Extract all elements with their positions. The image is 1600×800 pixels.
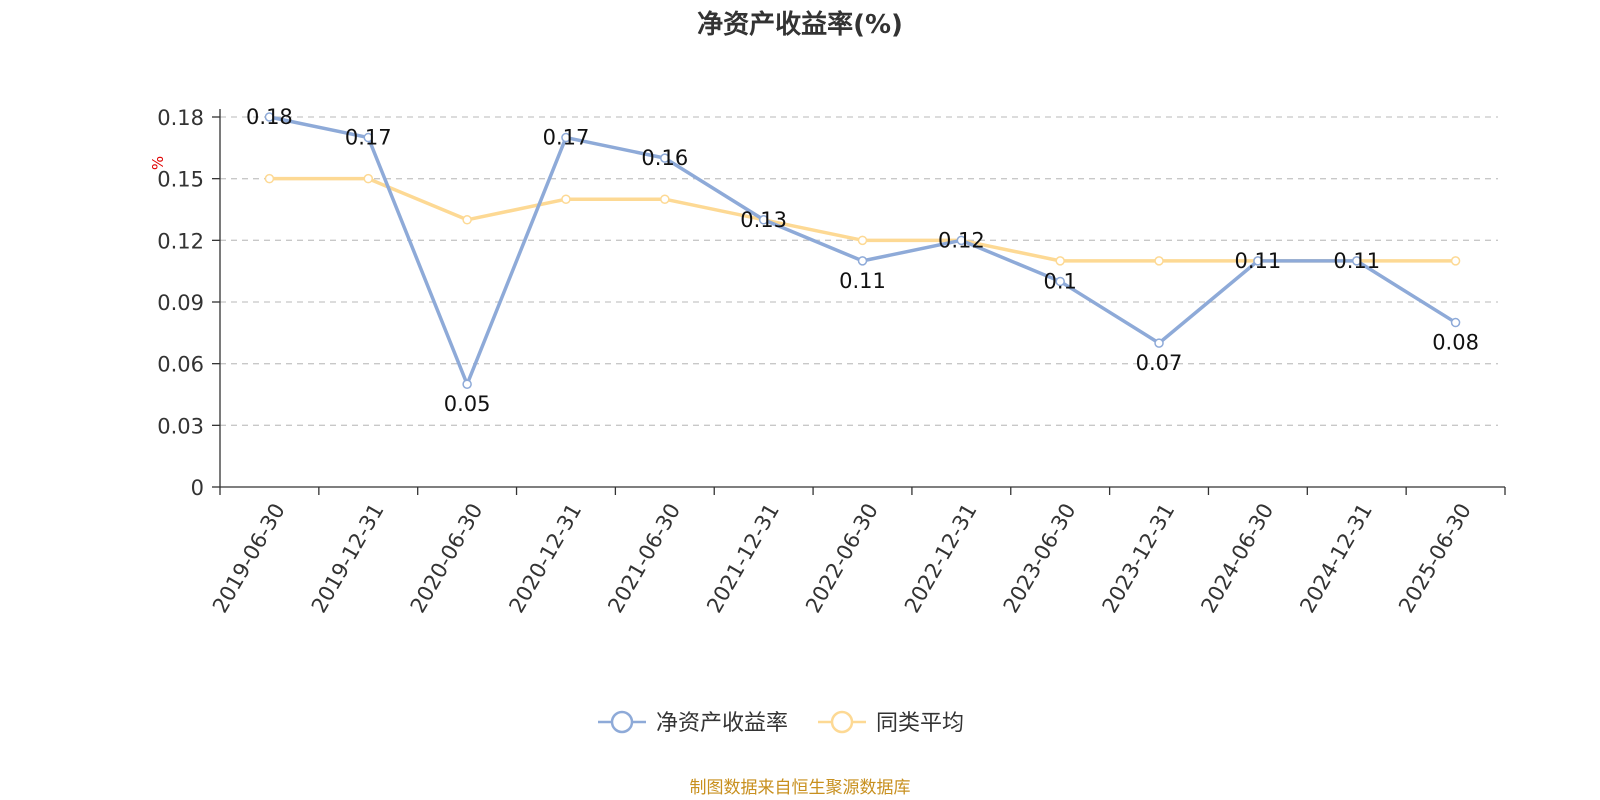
y-tick-label: 0.12 — [157, 229, 204, 253]
data-point — [462, 215, 472, 225]
data-label: 0.11 — [1235, 249, 1282, 273]
axes: 0 0.03 0.06 0.09 0.12 0.15 0.18 2019-06-30 2019-… — [157, 106, 1506, 617]
data-point — [956, 235, 967, 246]
x-tick-label: 2023-06-30 — [999, 499, 1081, 617]
legend-marker-icon — [830, 710, 854, 734]
y-tick-label: 0.06 — [157, 353, 204, 377]
x-tick-label: 2023-12-31 — [1098, 499, 1180, 617]
x-tick-label: 2022-06-30 — [801, 499, 883, 617]
data-label: 0.16 — [641, 146, 688, 170]
x-tick-label: 2025-06-30 — [1394, 499, 1476, 617]
legend-label: 同类平均 — [876, 711, 964, 736]
data-source-note: 制图数据来自恒生聚源数据库 — [690, 778, 911, 798]
data-label: 0.05 — [444, 392, 491, 416]
data-label: 0.13 — [740, 208, 787, 232]
data-point — [1253, 256, 1263, 266]
data-point — [264, 112, 275, 122]
data-label: 0.17 — [543, 126, 590, 150]
y-tick-label: 0 — [191, 476, 204, 500]
legend: 净资产收益率 同类平均 — [598, 710, 964, 736]
x-tick-label: 2021-12-31 — [702, 499, 784, 617]
x-tick-label: 2019-12-31 — [307, 499, 389, 617]
data-point — [1154, 338, 1164, 348]
data-label: 0.11 — [1333, 249, 1380, 273]
data-point — [1351, 256, 1362, 266]
data-point — [1450, 317, 1461, 328]
data-label: 0.1 — [1043, 269, 1076, 293]
data-point — [660, 153, 670, 163]
y-tick-label: 0.18 — [157, 106, 204, 130]
x-tick-label: 2024-06-30 — [1196, 499, 1278, 617]
chart-title: 净资产收益率(%) — [697, 9, 903, 40]
data-point — [363, 173, 374, 184]
legend-item-2[interactable]: 同类平均 — [818, 710, 964, 736]
y-tick-label: 0.09 — [157, 291, 204, 315]
data-label: 0.08 — [1432, 331, 1479, 355]
x-tick-label: 2020-06-30 — [406, 499, 488, 617]
x-tick-label: 2022-12-31 — [900, 499, 982, 617]
series-layer: 0.18 0.17 0.05 0.17 0.16 0.13 0.11 0.12 0.1 0.07 0… — [246, 105, 1479, 416]
x-tick-label: 2024-12-31 — [1295, 499, 1377, 617]
data-point — [857, 235, 868, 246]
legend-item-1[interactable]: 净资产收益率 — [598, 710, 788, 736]
data-label: 0.17 — [345, 126, 392, 150]
data-point — [1450, 256, 1461, 266]
data-point — [264, 173, 275, 184]
y-axis-unit: % — [149, 156, 167, 170]
data-point — [1055, 276, 1065, 287]
data-label: 0.11 — [839, 269, 886, 293]
data-point — [758, 215, 769, 225]
legend-label: 净资产收益率 — [656, 711, 788, 736]
y-tick-label: 0.15 — [157, 168, 204, 192]
data-point — [561, 194, 571, 204]
y-tick-label: 0.03 — [157, 414, 204, 438]
x-tick-label: 2021-06-30 — [603, 499, 685, 617]
data-point — [462, 379, 472, 389]
data-label: 0.12 — [938, 228, 985, 252]
data-point — [1154, 256, 1164, 266]
data-label: 0.07 — [1136, 351, 1183, 375]
series-1 — [264, 112, 1461, 389]
legend-marker-icon — [610, 710, 634, 734]
data-labels: 0.18 0.17 0.05 0.17 0.16 0.13 0.11 0.12 0.1 0.07 0… — [246, 105, 1479, 416]
data-point — [1055, 256, 1065, 266]
data-point — [561, 132, 571, 143]
x-tick-label: 2020-12-31 — [504, 499, 586, 617]
x-tick-label: 2019-06-30 — [208, 499, 290, 617]
data-point — [660, 194, 670, 204]
data-label: 0.18 — [246, 105, 293, 129]
data-point — [363, 132, 374, 143]
data-point — [857, 256, 868, 266]
